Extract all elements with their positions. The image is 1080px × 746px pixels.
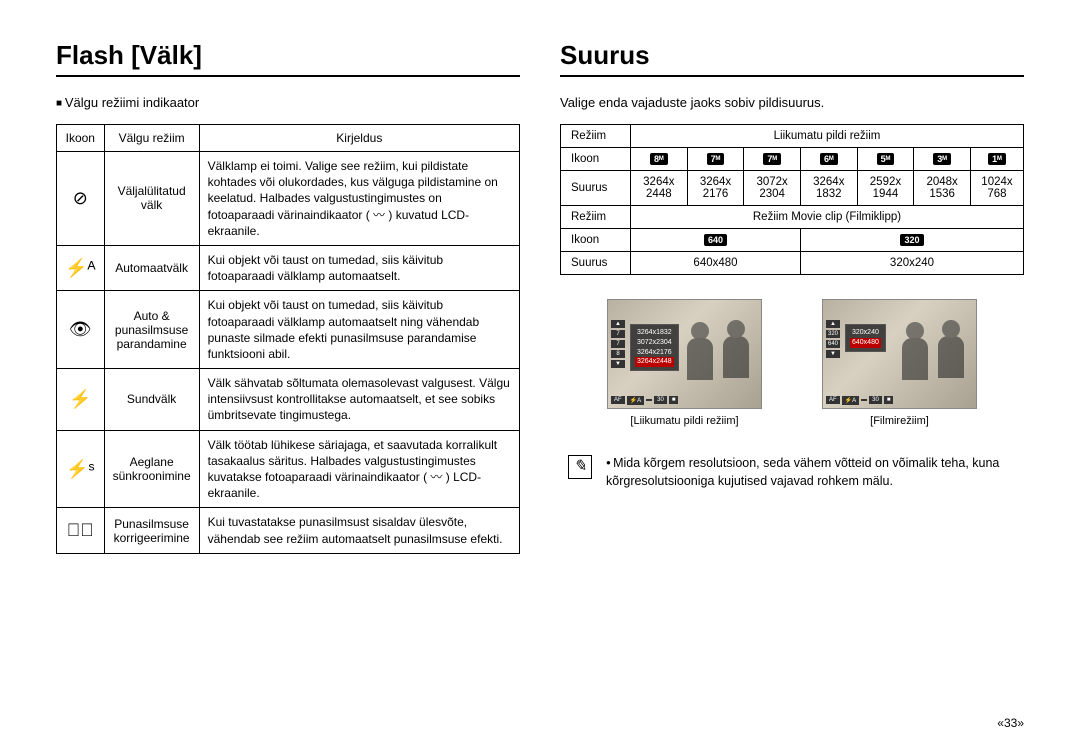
screenshots-row: ▲778▼ 3264x1832 3072x2304 3264x2176 3264…: [560, 299, 1024, 427]
note-icon: ✎: [568, 455, 592, 479]
icon-cell: 7ᴹ: [744, 148, 801, 171]
icon-cell: 8ᴹ: [631, 148, 688, 171]
page-number: «33»: [997, 716, 1024, 730]
size-cell: 320x240: [800, 252, 1023, 275]
table-row: ⊘ Väljalülitatud välk Välklamp ei toimi.…: [57, 152, 520, 246]
redeye-auto-icon: 👁: [57, 291, 105, 369]
size-subheading: Valige enda vajaduste jaoks sobiv pildis…: [560, 95, 1024, 110]
redeye-fix-icon: 👁⃫: [57, 508, 105, 553]
desc-cell: Kui tuvastatakse punasilmsust sisaldav ü…: [199, 508, 519, 553]
note-text: Mida kõrgem resolutsioon, seda vähem võt…: [606, 455, 1016, 490]
icon-label: Ikoon: [561, 148, 631, 171]
size-cell: 2048x 1536: [914, 171, 971, 206]
table-row: 👁 Auto & punasilmsuse parandamine Kui ob…: [57, 291, 520, 369]
table-row: 👁⃫ Punasilmsuse korrigeerimine Kui tuvas…: [57, 508, 520, 553]
mode-value: Režiim Movie clip (Filmiklipp): [631, 206, 1024, 229]
flash-subheading: Välgu režiimi indikaator: [56, 95, 520, 110]
flash-heading: Flash [Välk]: [56, 40, 520, 77]
size-heading: Suurus: [560, 40, 1024, 77]
flash-auto-icon: ⚡ᴬ: [57, 245, 105, 290]
desc-cell: Välklamp ei toimi. Valige see režiim, ku…: [199, 152, 519, 246]
size-cell: 1024x 768: [970, 171, 1023, 206]
desc-cell: Kui objekt või taust on tumedad, siis kä…: [199, 245, 519, 290]
desc-cell: Kui objekt või taust on tumedad, siis kä…: [199, 291, 519, 369]
size-cell: 2592x 1944: [857, 171, 914, 206]
size-cell: 3072x 2304: [744, 171, 801, 206]
movie-mode-shot: ▲320640▼ 320x240 640x480 AF⚡A30■ [Filmir…: [822, 299, 977, 427]
desc-cell: Välk sähvatab sõltumata olemasolevast va…: [199, 369, 519, 431]
still-caption: [Liikumatu pildi režiim]: [607, 415, 762, 427]
icon-cell: 7ᴹ: [687, 148, 744, 171]
size-label: Suurus: [561, 171, 631, 206]
col-desc: Kirjeldus: [199, 125, 519, 152]
flash-fill-icon: ⚡: [57, 369, 105, 431]
size-cell: 640x480: [631, 252, 801, 275]
size-label: Suurus: [561, 252, 631, 275]
mode-cell: Sundvälk: [104, 369, 199, 431]
col-mode: Välgu režiim: [104, 125, 199, 152]
size-cell: 3264x 2176: [687, 171, 744, 206]
mode-label: Režiim: [561, 125, 631, 148]
right-column: Suurus Valige enda vajaduste jaoks sobiv…: [560, 40, 1024, 554]
size-table: Režiim Liikumatu pildi režiim Ikoon 8ᴹ 7…: [560, 124, 1024, 275]
size-cell: 3264x 1832: [800, 171, 857, 206]
still-mode-shot: ▲778▼ 3264x1832 3072x2304 3264x2176 3264…: [607, 299, 762, 427]
flash-table: Ikoon Välgu režiim Kirjeldus ⊘ Väljalüli…: [56, 124, 520, 554]
icon-cell: 6ᴹ: [800, 148, 857, 171]
mode-value: Liikumatu pildi režiim: [631, 125, 1024, 148]
table-row: ⚡ Sundvälk Välk sähvatab sõltumata olema…: [57, 369, 520, 431]
icon-cell: 5ᴹ: [857, 148, 914, 171]
mode-label: Režiim: [561, 206, 631, 229]
table-row: ⚡ᴬ Automaatvälk Kui objekt või taust on …: [57, 245, 520, 290]
mode-cell: Auto & punasilmsuse parandamine: [104, 291, 199, 369]
size-cell: 3264x 2448: [631, 171, 688, 206]
mode-cell: Väljalülitatud välk: [104, 152, 199, 246]
left-column: Flash [Välk] Välgu režiimi indikaator Ik…: [56, 40, 520, 554]
table-row: ⚡ˢ Aeglane sünkroonimine Välk töötab lüh…: [57, 430, 520, 508]
mode-cell: Punasilmsuse korrigeerimine: [104, 508, 199, 553]
icon-cell: 1ᴹ: [970, 148, 1023, 171]
mode-cell: Automaatvälk: [104, 245, 199, 290]
icon-label: Ikoon: [561, 229, 631, 252]
icon-cell: 3ᴹ: [914, 148, 971, 171]
note-block: ✎ Mida kõrgem resolutsioon, seda vähem v…: [560, 455, 1024, 490]
flash-off-icon: ⊘: [57, 152, 105, 246]
movie-caption: [Filmirežiim]: [822, 415, 977, 427]
mode-cell: Aeglane sünkroonimine: [104, 430, 199, 508]
col-icon: Ikoon: [57, 125, 105, 152]
desc-cell: Välk töötab lühikese säriajaga, et saavu…: [199, 430, 519, 508]
icon-cell: 640: [631, 229, 801, 252]
flash-slow-icon: ⚡ˢ: [57, 430, 105, 508]
icon-cell: 320: [800, 229, 1023, 252]
